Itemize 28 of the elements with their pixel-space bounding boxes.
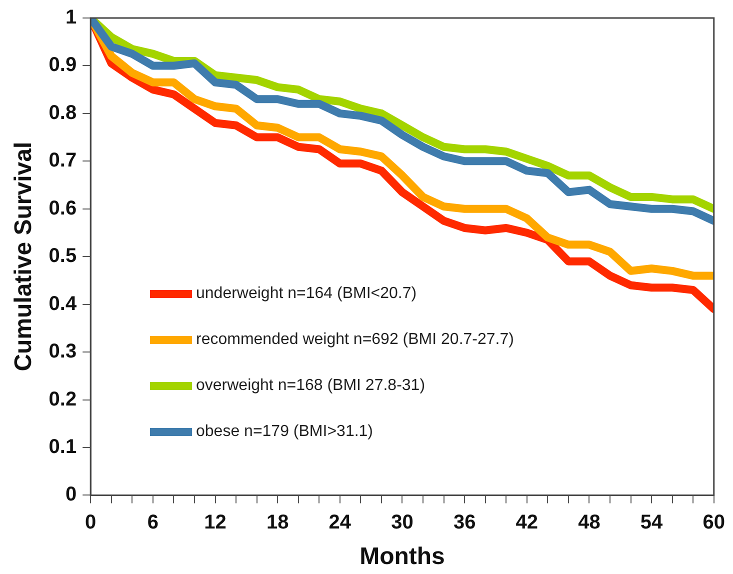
x-axis-title: Months (360, 543, 445, 570)
x-tick-label: 24 (328, 512, 352, 534)
legend-label: overweight n=168 (BMI 27.8-31) (196, 376, 426, 394)
x-tick-label: 54 (640, 512, 664, 534)
legend-label: obese n=179 (BMI>31.1) (196, 422, 374, 440)
x-tick-label: 6 (147, 512, 158, 534)
x-tick-label: 42 (516, 512, 538, 534)
y-tick-label: 0.3 (48, 340, 77, 363)
y-tick-label: 0.4 (48, 292, 78, 315)
y-tick-label: 0.6 (48, 197, 77, 220)
y-tick-label: 0 (65, 484, 77, 506)
x-tick-label: 30 (391, 512, 414, 534)
legend-label: underweight n=164 (BMI<20.7) (196, 284, 417, 302)
y-tick-label: 0.7 (48, 150, 77, 172)
y-tick-label: 0.1 (48, 436, 77, 458)
y-tick-label: 0.8 (48, 102, 77, 124)
x-tick-label: 12 (204, 512, 226, 534)
x-tick-label: 60 (702, 512, 725, 534)
y-tick-label: 0.2 (48, 388, 77, 410)
y-axis-title: Cumulative Survival (10, 142, 38, 372)
x-tick-label: 48 (578, 512, 600, 534)
legend-label: recommended weight n=692 (BMI 20.7-27.7) (196, 330, 514, 348)
x-tick-label: 36 (453, 512, 476, 534)
y-tick-label: 0.5 (48, 245, 77, 268)
y-tick-label: 1 (65, 6, 77, 29)
y-tick-label: 0.9 (48, 54, 77, 76)
x-tick-label: 0 (85, 512, 96, 534)
x-tick-label: 18 (266, 512, 289, 534)
